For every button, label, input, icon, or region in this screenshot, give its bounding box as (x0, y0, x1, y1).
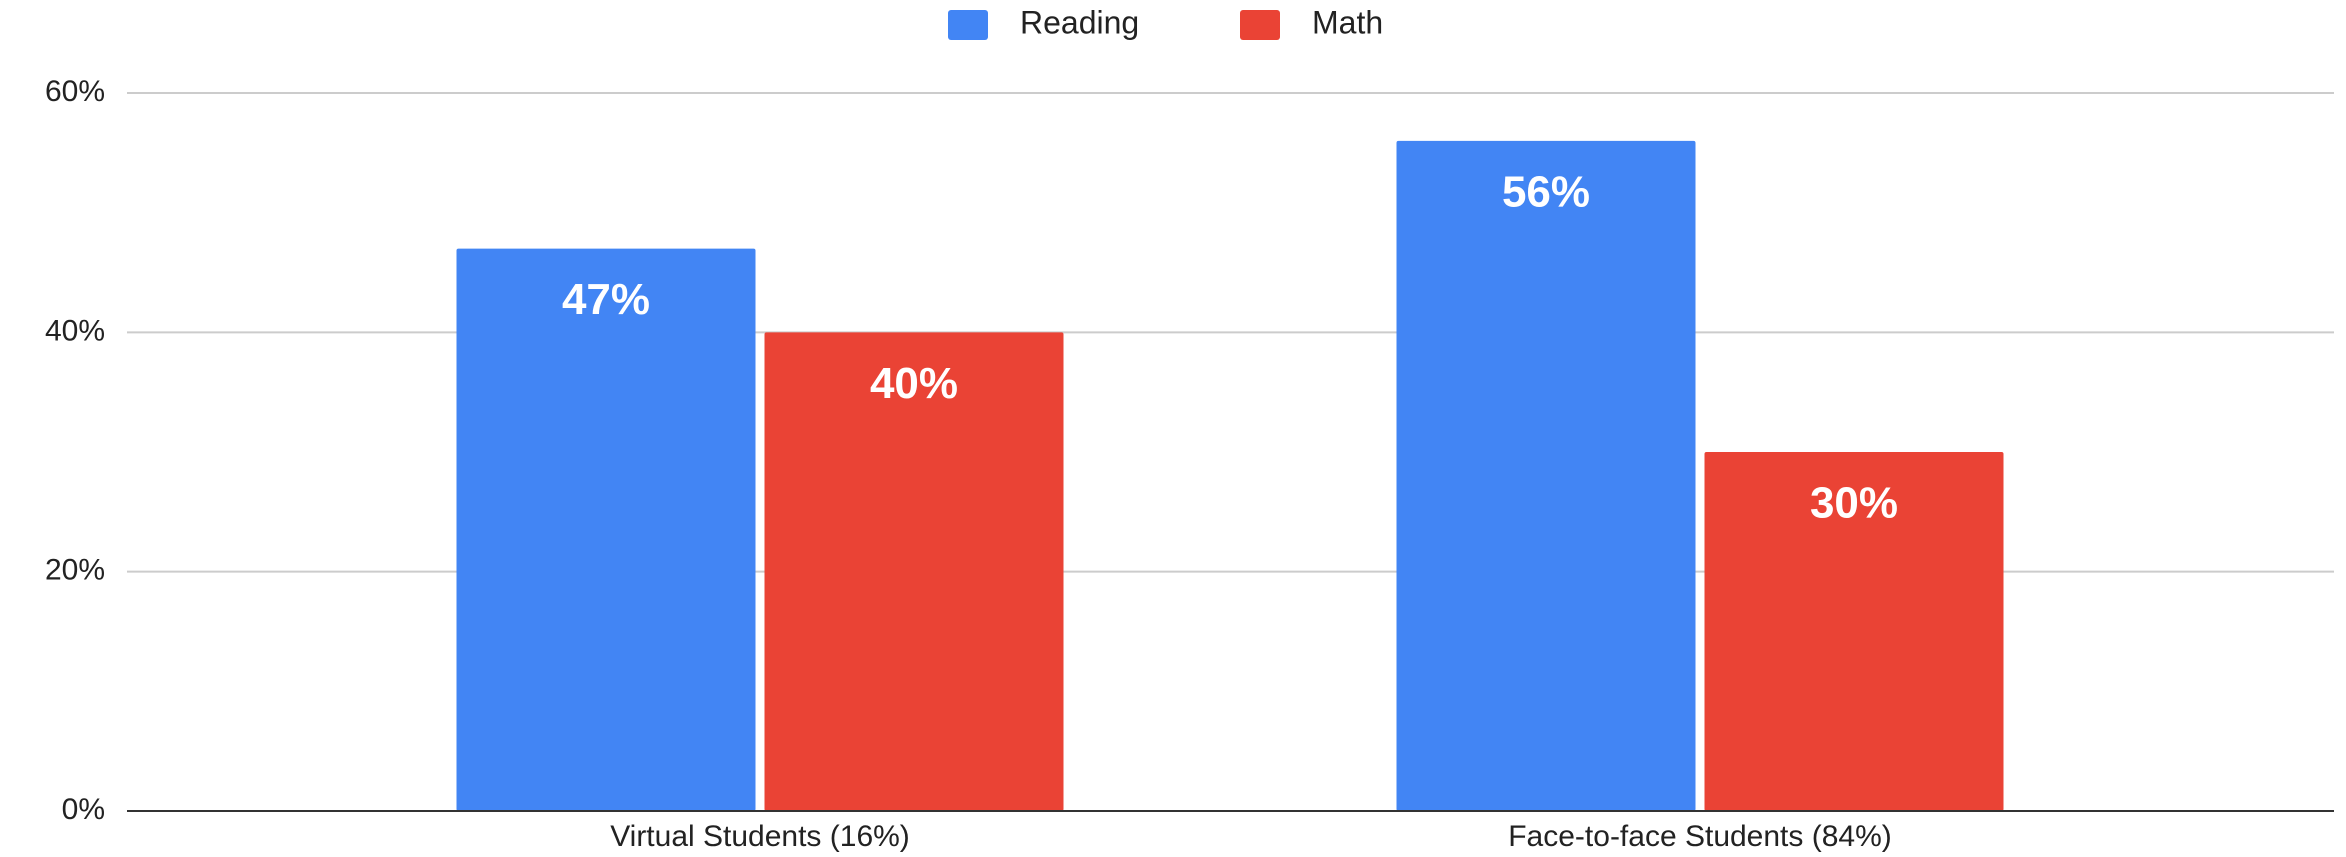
value-label: 30% (1810, 479, 1898, 528)
value-label: 47% (562, 275, 650, 324)
bar (1704, 452, 2004, 811)
x-tick-label: Face-to-face Students (84%) (1508, 820, 1892, 853)
legend-label: Math (1312, 4, 1383, 40)
y-tick-label: 0% (62, 793, 105, 826)
bar (764, 332, 1064, 811)
x-tick-label: Virtual Students (16%) (610, 820, 910, 853)
y-tick-label: 40% (45, 314, 105, 347)
value-label: 40% (870, 359, 958, 408)
legend-label: Reading (1020, 4, 1139, 40)
bar (456, 248, 756, 812)
y-tick-label: 60% (45, 75, 105, 108)
legend-swatch (948, 10, 988, 40)
y-tick-label: 20% (45, 554, 105, 587)
value-label: 56% (1502, 167, 1590, 216)
legend-swatch (1240, 10, 1280, 40)
bar (1396, 140, 1696, 811)
